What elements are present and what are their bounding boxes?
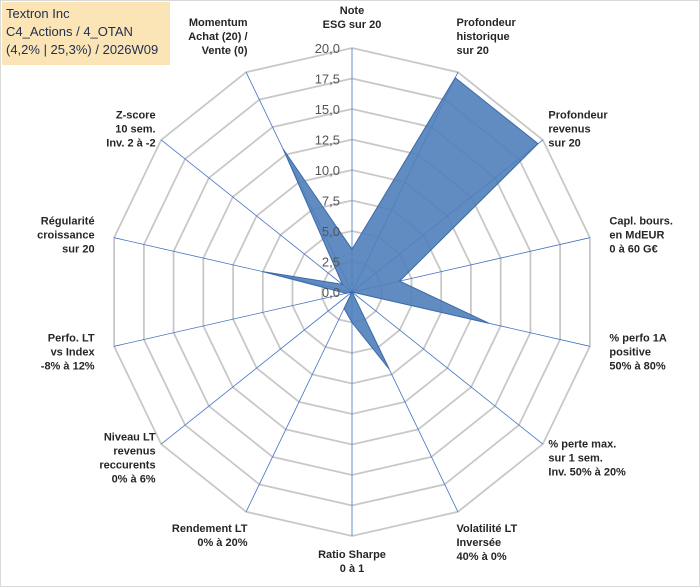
axis-label-line: positive <box>609 347 651 359</box>
axis-label-8: Ratio Sharpe 0 à 1 <box>318 549 386 575</box>
tick-label: 20,0 <box>315 41 340 56</box>
axis-label-line: Note <box>340 5 364 17</box>
axis-label-line: 0 à 60 G€ <box>609 243 657 255</box>
axis-label-line: sur 1 sem. <box>548 453 602 465</box>
axis-label-line: 40% à 0% <box>457 551 507 563</box>
axis-label-9: Rendement LT 0% à 20% <box>172 523 248 549</box>
axis-label-line: Régularité <box>41 215 95 227</box>
axis-label-line: vs Index <box>51 347 96 359</box>
axis-spoke-9 <box>245 291 353 512</box>
radar-axis-labels: Note ESG sur 20 Profondeur historique sur 20… <box>37 5 673 575</box>
performance-period: (4,2% | 25,3%) / 2026W09 <box>6 42 159 57</box>
tick-label: 0,0 <box>322 285 340 300</box>
axis-label-line: 0% à 6% <box>112 474 156 486</box>
tick-label: 17,5 <box>315 72 340 87</box>
axis-label-line: Achat (20) / <box>188 31 247 43</box>
axis-label-line: Profondeur <box>457 17 517 29</box>
axis-label-line: reccurents <box>99 460 155 472</box>
axis-label-line: Inversée <box>457 537 502 549</box>
axis-label-line: sur 20 <box>548 137 580 149</box>
axis-label-line: 0 à 1 <box>340 563 364 575</box>
axis-label-line: Niveau LT <box>104 432 156 444</box>
tick-label: 12,5 <box>315 133 340 148</box>
axis-label-3: Profondeur revenus sur 20 <box>548 109 608 149</box>
axis-label-line: 50% à 80% <box>609 361 665 373</box>
axis-label-line: Momentum <box>189 17 248 29</box>
axis-label-line: sur 20 <box>62 243 94 255</box>
axis-label-line: croissance <box>37 229 94 241</box>
axis-label-line: 10 sem. <box>115 123 155 135</box>
tick-label: 7,5 <box>322 194 340 209</box>
axis-label-line: sur 20 <box>457 45 489 57</box>
axis-label-6: % perte max. sur 1 sem. Inv. 50% à 20% <box>548 439 626 479</box>
axis-spoke-11 <box>114 291 353 347</box>
tick-label: 2,5 <box>322 255 340 270</box>
axis-spoke-13 <box>160 139 353 293</box>
tick-label: 5,0 <box>322 224 340 239</box>
portfolio-name: C4_Actions / 4_OTAN <box>6 24 133 39</box>
axis-spoke-6 <box>351 291 544 445</box>
axis-label-line: ESG sur 20 <box>323 19 382 31</box>
radar-tick-labels: 0,0 2,5 5,0 7,5 10,0 12,5 15,0 17,5 20,0 <box>315 41 340 300</box>
tick-label: 10,0 <box>315 163 340 178</box>
axis-label-line: % perte max. <box>548 439 616 451</box>
axis-label-line: Volatilité LT <box>457 523 518 535</box>
axis-label-line: Inv. 2 à -2 <box>106 137 155 149</box>
chart-title-box: Textron Inc C4_Actions / 4_OTAN (4,2% | … <box>2 2 170 65</box>
axis-label-line: Capl. bours. <box>609 215 673 227</box>
axis-label-10: Niveau LT revenus reccurents 0% à 6% <box>99 432 156 486</box>
axis-label-14: Momentum Achat (20) / Vente (0) <box>188 17 248 57</box>
axis-spoke-10 <box>160 291 353 445</box>
radar-series <box>262 76 539 370</box>
axis-label-line: Z-score <box>116 109 156 121</box>
axis-label-line: -8% à 12% <box>41 361 95 373</box>
axis-label-11: Perfo. LT vs Index -8% à 12% <box>41 333 96 373</box>
axis-label-line: 0% à 20% <box>197 537 247 549</box>
axis-label-7: Volatilité LT Inversée 40% à 0% <box>457 523 518 563</box>
axis-label-line: Inv. 50% à 20% <box>548 467 626 479</box>
axis-label-line: en MdEUR <box>609 229 664 241</box>
axis-label-line: revenus <box>113 446 155 458</box>
axis-label-line: revenus <box>548 123 590 135</box>
axis-label-line: Ratio Sharpe <box>318 549 386 561</box>
axis-label-line: Rendement LT <box>172 523 248 535</box>
axis-label-line: % perfo 1A <box>609 333 667 345</box>
axis-label-line: Profondeur <box>548 109 608 121</box>
axis-label-5: % perfo 1A positive 50% à 80% <box>609 333 667 373</box>
axis-label-12: Régularité croissance sur 20 <box>37 215 94 255</box>
axis-label-line: Perfo. LT <box>48 333 95 345</box>
company-name: Textron Inc <box>6 6 70 21</box>
tick-label: 15,0 <box>315 102 340 117</box>
axis-label-13: Z-score 10 sem. Inv. 2 à -2 <box>106 109 155 149</box>
axis-label-line: historique <box>457 31 510 43</box>
axis-label-2: Profondeur historique sur 20 <box>457 17 517 57</box>
axis-label-1: Note ESG sur 20 <box>323 5 382 31</box>
axis-label-4: Capl. bours. en MdEUR 0 à 60 G€ <box>609 215 673 255</box>
axis-label-line: Vente (0) <box>202 45 248 57</box>
